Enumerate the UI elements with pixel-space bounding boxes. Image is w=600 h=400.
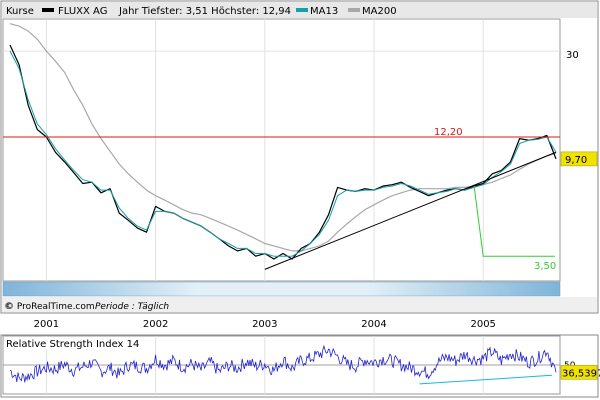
legend-ma200-swatch	[348, 8, 360, 12]
source-credit: © ProRealTime.com	[5, 302, 95, 312]
resistance-label: 12,20	[434, 127, 463, 138]
series-ma200	[9, 23, 557, 252]
x-axis-ticks: 2001 2002 2003 2004 2005	[34, 319, 496, 330]
price-plot-area	[2, 18, 561, 282]
x-tick-label-2003: 2003	[252, 319, 277, 330]
uptrend-line	[264, 151, 557, 270]
footer-bar	[2, 297, 597, 312]
rsi-title-bg	[4, 337, 134, 350]
scroll-bar[interactable]	[2, 281, 561, 297]
last-price-box	[560, 151, 598, 167]
x-tick-label-2001: 2001	[34, 319, 59, 330]
year-range-text: Jahr Tiefster: 3,51 Höchster: 12,94	[118, 6, 291, 17]
rsi-series-group	[9, 344, 557, 385]
legend-ma13-label: MA13	[310, 6, 338, 17]
instrument-swatch	[42, 8, 54, 12]
last-price-label: 9,70	[565, 155, 587, 166]
price-gridlines	[3, 19, 560, 281]
rsi-title: Relative Strength Index 14	[6, 339, 139, 350]
panel-title: Kurse	[6, 6, 34, 17]
series-rsi-14	[9, 344, 557, 383]
rsi-last-box	[560, 365, 598, 380]
rsi-last-label: 36,5397	[562, 368, 600, 379]
instrument-name: FLUXX AG	[58, 6, 107, 17]
y-axis-label-30: 30	[566, 50, 579, 61]
rsi-trend-line	[419, 374, 553, 385]
legend-ma13-swatch	[296, 8, 308, 12]
copyright-icon: ©	[4, 302, 13, 312]
support-label: 3,50	[534, 261, 556, 272]
x-tick-label-2005: 2005	[470, 319, 495, 330]
series-ma13	[9, 50, 557, 257]
period-label: Periode : Täglich	[95, 302, 169, 312]
x-tick-label-2002: 2002	[143, 319, 168, 330]
price-series-group	[3, 23, 560, 270]
legend-ma200-label: MA200	[362, 6, 397, 17]
support-line	[473, 185, 555, 257]
x-tick-label-2004: 2004	[361, 319, 386, 330]
